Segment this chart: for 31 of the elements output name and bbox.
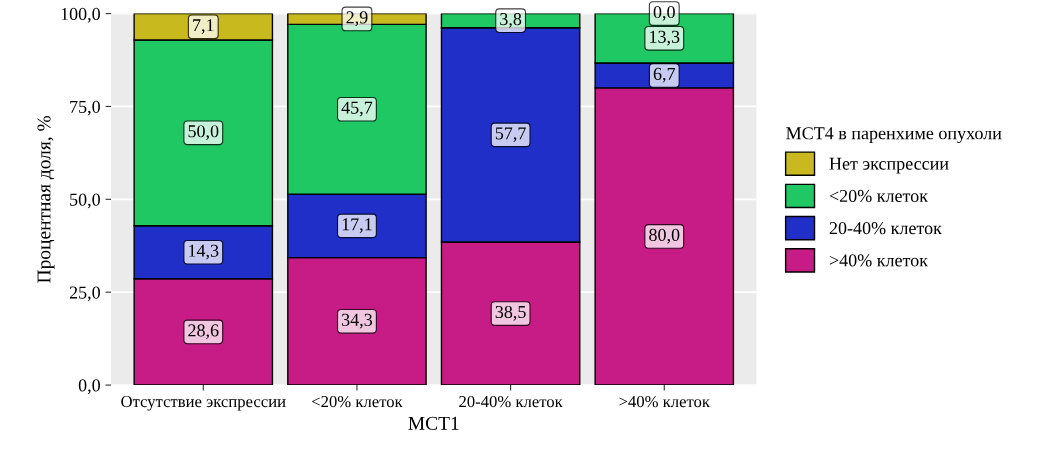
legend-label: >40% клеток: [829, 254, 929, 267]
data-label: 38,5: [495, 305, 526, 321]
y-tick-label: 0,0: [78, 379, 100, 395]
x-tick-label: Отсутствие экспрессии: [121, 395, 286, 411]
y-tick-label: 25,0: [69, 286, 100, 302]
data-label: 13,3: [650, 30, 680, 46]
legend-label: 20-40% клеток: [829, 222, 942, 235]
y-tick-label: 100,0: [61, 7, 100, 23]
data-label: 14,3: [189, 244, 219, 260]
data-label: 2,9: [346, 11, 368, 27]
data-label: 3,8: [500, 12, 522, 28]
data-label: 28,6: [188, 324, 219, 340]
x-tick-label: 20-40% клеток: [459, 395, 563, 408]
legend-title: МСТ4 в паренхиме опухоли: [786, 127, 1002, 144]
x-tick-label: <20% клеток: [312, 395, 403, 408]
data-label: 17,1: [342, 218, 372, 233]
legend-label: Нет экспрессии: [829, 157, 949, 174]
y-tick-label: 75,0: [70, 100, 100, 116]
y-axis-title: Процентная доля, %: [37, 115, 55, 283]
data-label: 6,7: [653, 67, 676, 83]
data-label: 80,0: [649, 228, 680, 244]
legend-label: <20% клеток: [829, 189, 929, 203]
data-label: 7,1: [193, 19, 214, 34]
x-tick-label: >40% клеток: [619, 395, 710, 408]
data-label: 50,0: [188, 125, 219, 140]
x-axis-title: МСТ1: [408, 416, 459, 430]
data-label: 45,7: [341, 101, 373, 117]
data-label: 0,0: [653, 5, 675, 21]
data-label: 57,7: [495, 127, 526, 142]
data-label: 34,3: [342, 313, 373, 329]
y-tick-label: 50,0: [70, 193, 100, 209]
